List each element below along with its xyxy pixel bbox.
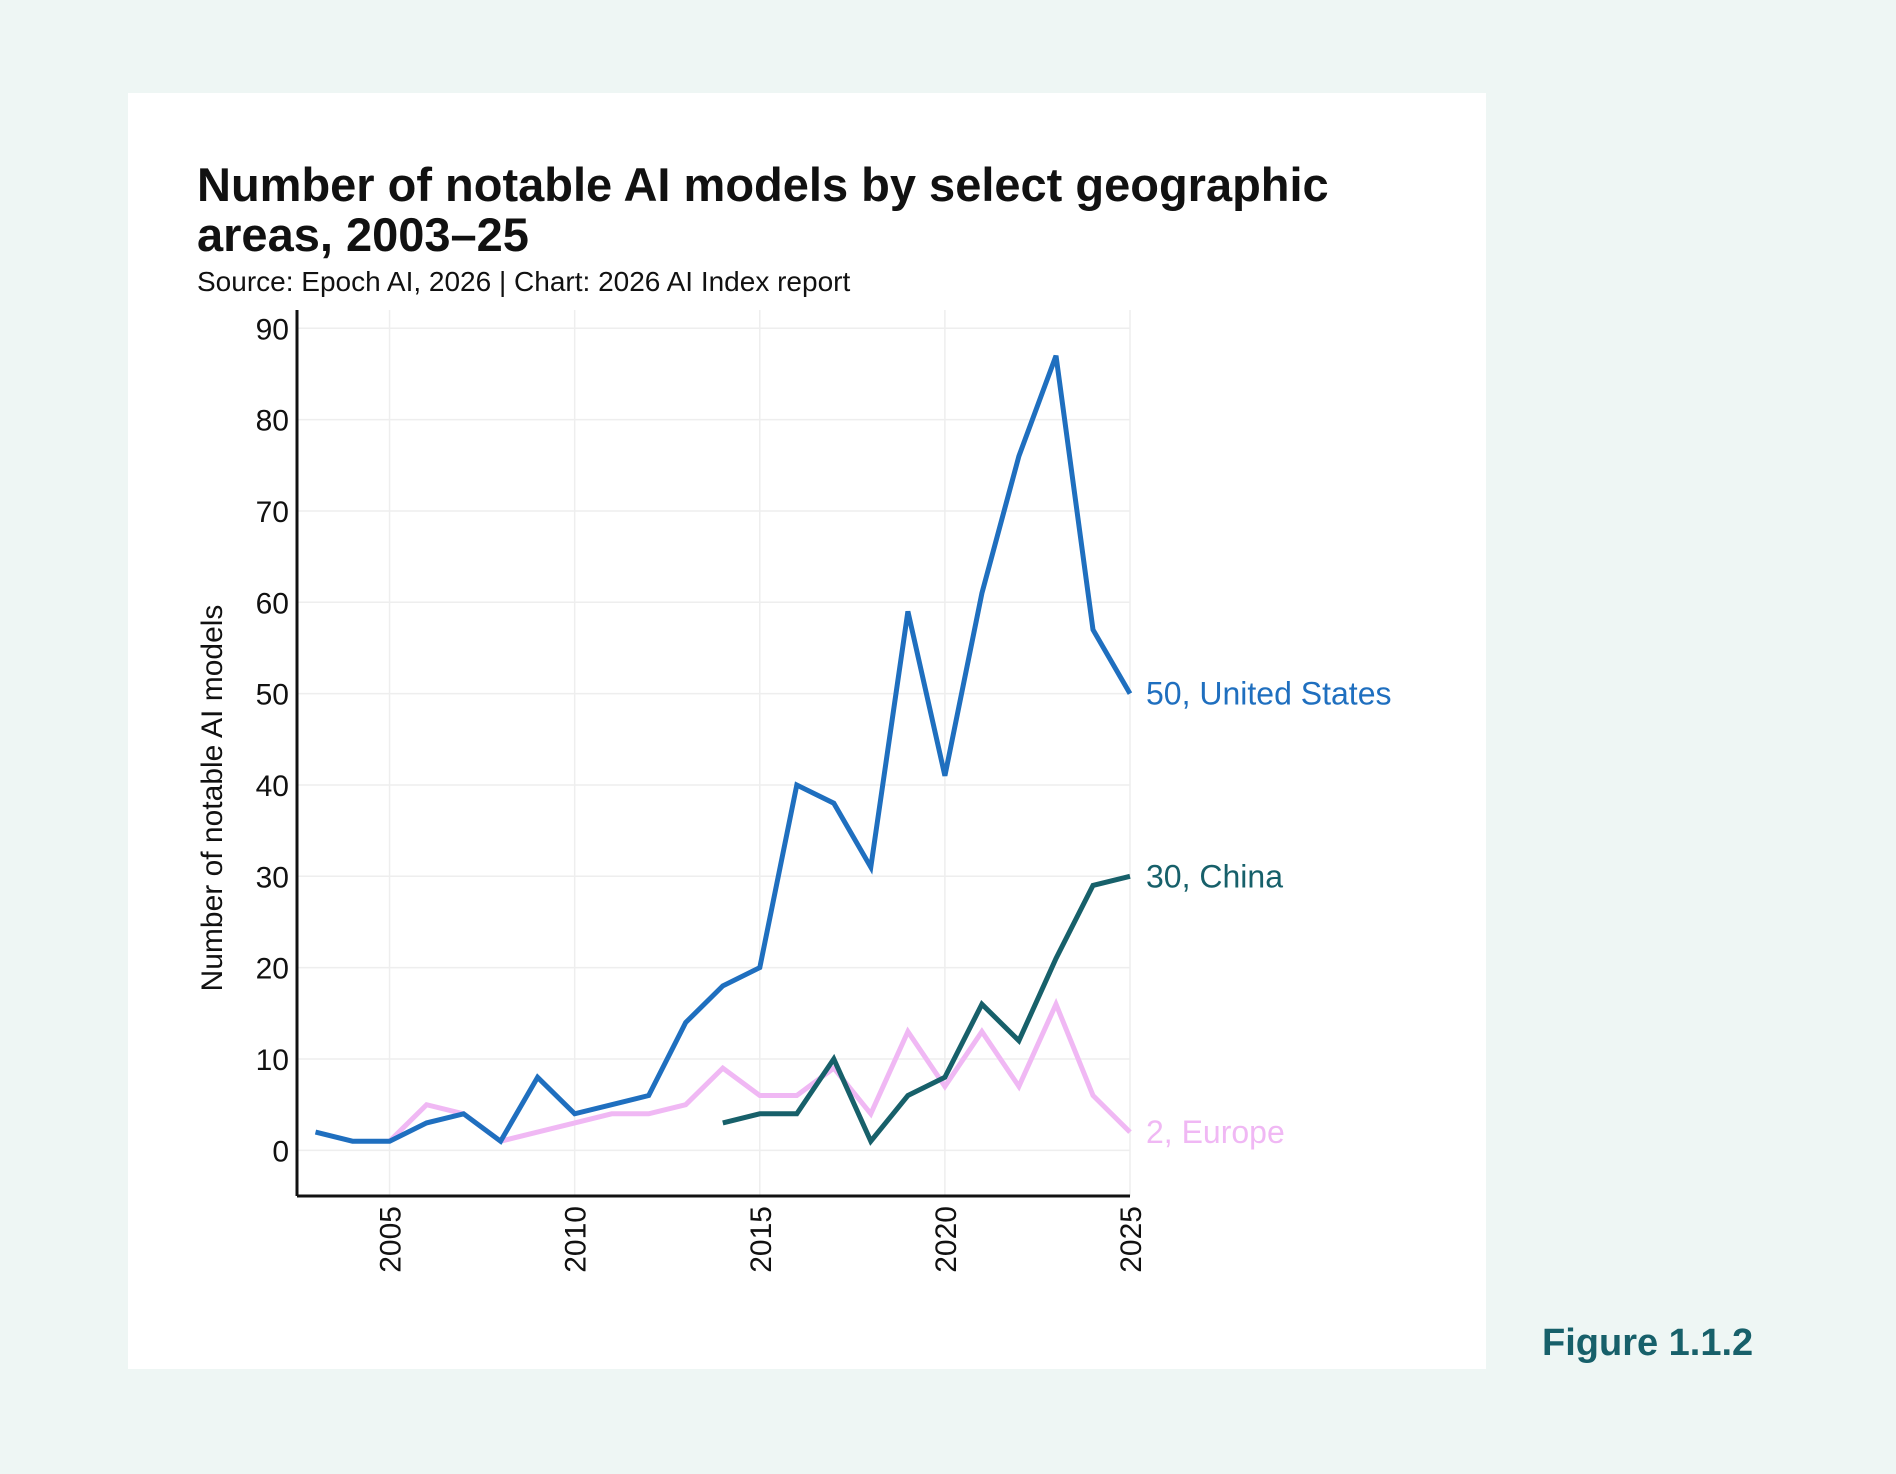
series-line-europe [387, 997, 1132, 1144]
y-tick-label: 70 [256, 496, 289, 529]
y-tick-label: 60 [256, 587, 289, 620]
y-tick-label: 40 [256, 770, 289, 803]
x-tick-label: 2015 [745, 1206, 778, 1273]
y-axis-label: Number of notable AI models [196, 605, 229, 992]
series-lines [314, 354, 1133, 1146]
figure-label: Figure 1.1.2 [1542, 1322, 1754, 1364]
end-label-china: 30, China [1146, 858, 1283, 894]
y-tick-label: 10 [256, 1044, 289, 1077]
chart-title: Number of notable AI models by select ge… [197, 158, 1329, 261]
y-tick-label: 50 [256, 679, 289, 712]
chart-subtitle: Source: Epoch AI, 2026 | Chart: 2026 AI … [197, 266, 851, 297]
y-tick-label: 80 [256, 405, 289, 438]
x-tick-labels: 2005 2010 2015 2020 2025 [375, 1206, 1148, 1273]
end-label-europe: 2, Europe [1146, 1114, 1285, 1150]
y-tick-label: 0 [272, 1135, 289, 1168]
grid-lines [297, 310, 1131, 1196]
chart-axes [295, 310, 1130, 1198]
y-tick-label: 30 [256, 861, 289, 894]
series-line-united-states [314, 354, 1133, 1145]
y-tick-label: 90 [256, 313, 289, 346]
x-tick-label: 2025 [1115, 1206, 1148, 1273]
series-line-china [722, 873, 1131, 1146]
end-label-united-states: 50, United States [1146, 676, 1391, 712]
y-tick-labels: 0 10 20 30 40 50 60 70 80 90 [256, 313, 289, 1168]
end-labels: 50, United States 30, China 2, Europe [1146, 676, 1391, 1150]
x-tick-label: 2005 [375, 1206, 408, 1273]
chart-card [128, 93, 1486, 1369]
y-tick-label: 20 [256, 953, 289, 986]
x-tick-label: 2020 [930, 1206, 963, 1273]
x-tick-label: 2010 [560, 1206, 593, 1273]
